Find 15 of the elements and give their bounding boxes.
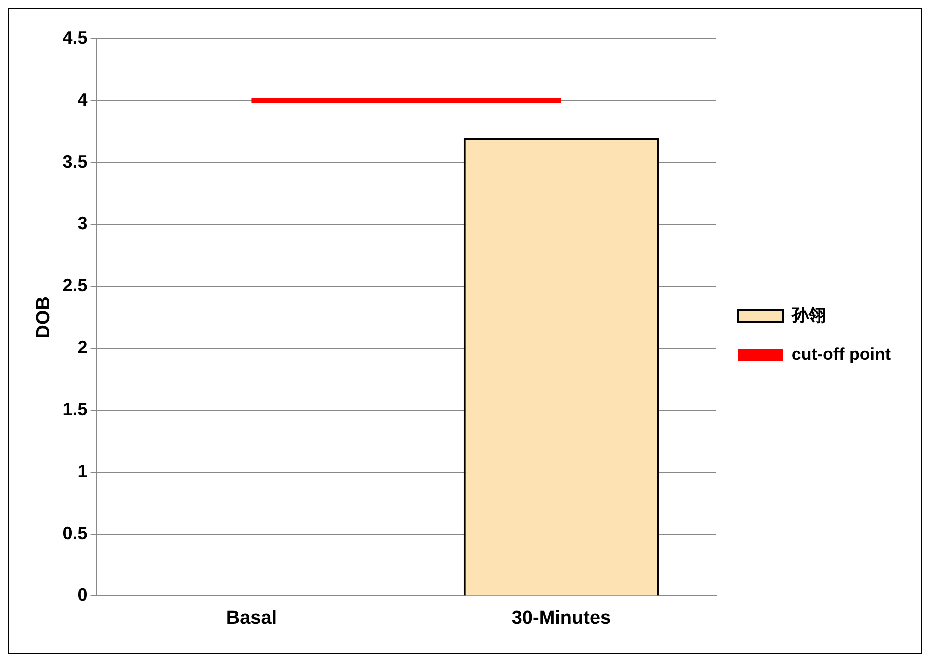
legend-label: cut-off point [792,345,892,364]
y-tick-label: 3.5 [62,152,88,172]
y-tick-label: 3 [78,214,88,234]
y-tick-label: 2 [78,338,88,358]
y-tick-label: 0.5 [62,523,88,544]
legend-label: 孙翎 [790,306,826,326]
y-tick-label: 1 [78,461,88,482]
y-tick-label: 4 [78,90,88,110]
y-tick-label: 2.5 [62,276,88,296]
y-axis-title: DOB [34,296,55,339]
y-tick-label: 0 [78,585,88,606]
x-tick-label: 30-Minutes [512,608,612,629]
y-tick-label: 4.5 [62,28,88,48]
y-tick-label: 1.5 [62,399,88,420]
x-tick-label: Basal [226,608,278,629]
